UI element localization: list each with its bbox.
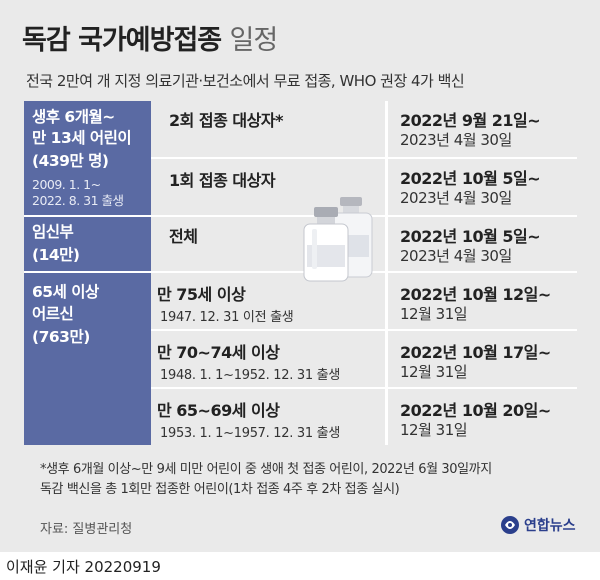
start-date: 2022년 10월 20일~: [400, 401, 551, 420]
group-seniors-name-1: 65세 이상: [32, 283, 99, 301]
group-children-range-2: 2022. 8. 31 출생: [32, 193, 124, 208]
footnote: *생후 6개월 이상~만 9세 미만 어린이 중 생애 첫 접종 어린이, 20…: [40, 460, 580, 500]
target-label: 2회 접종 대상자*: [169, 111, 283, 130]
group-column: [24, 101, 151, 445]
start-date: 2022년 10월 17일~: [400, 343, 551, 362]
start-date: 2022년 10월 5일~: [400, 169, 541, 188]
row-divider: [151, 157, 577, 159]
row-divider: [151, 329, 577, 331]
row-divider: [24, 215, 577, 217]
source: 자료: 질병관리청: [40, 522, 133, 537]
byline: 이재윤 기자 20220919: [6, 558, 161, 576]
group-pregnant-name: 임신부: [32, 223, 74, 241]
group-children-count: (439만 명): [32, 152, 109, 170]
page-title: 독감 국가예방접종 일정: [22, 18, 279, 57]
target-label: 만 70~74세 이상: [157, 343, 280, 362]
target-label: 전체: [169, 227, 198, 246]
title-bold: 독감 국가예방접종: [22, 25, 222, 56]
end-date: 2023년 4월 30일: [400, 131, 512, 149]
schedule-table: 생후 6개월~ 만 13세 어린이 (439만 명) 2009. 1. 1~ 2…: [24, 101, 577, 445]
group-children-range-1: 2009. 1. 1~: [32, 177, 101, 192]
end-date: 12월 31일: [400, 421, 468, 439]
column-divider: [385, 101, 388, 445]
start-date: 2022년 10월 5일~: [400, 227, 541, 246]
row-divider: [24, 271, 577, 273]
target-birth-range: 1953. 1. 1~1957. 12. 31 출생: [160, 426, 340, 441]
group-seniors-count: (763만): [32, 328, 90, 346]
logo-text: 연합뉴스: [524, 518, 576, 534]
target-label: 1회 접종 대상자: [169, 171, 276, 190]
target-label: 만 65~69세 이상: [157, 401, 280, 420]
target-birth-range: 1948. 1. 1~1952. 12. 31 출생: [160, 368, 340, 383]
publisher-logo: 연합뉴스: [500, 514, 576, 536]
row-divider: [151, 387, 577, 389]
end-date: 12월 31일: [400, 363, 468, 381]
start-date: 2022년 10월 12일~: [400, 285, 551, 304]
end-date: 2023년 4월 30일: [400, 189, 512, 207]
start-date: 2022년 9월 21일~: [400, 111, 541, 130]
vaccine-vials-icon: [303, 197, 373, 282]
yonhap-logo-icon: [501, 516, 519, 534]
footnote-line-2: 독감 백신을 총 1회만 접종한 어린이(1차 접종 4주 후 2차 접종 실시…: [40, 482, 400, 497]
group-children-name-1: 생후 6개월~: [32, 108, 115, 126]
footnote-line-1: *생후 6개월 이상~만 9세 미만 어린이 중 생애 첫 접종 어린이, 20…: [40, 462, 492, 477]
group-pregnant-count: (14만): [32, 246, 80, 264]
target-birth-range: 1947. 12. 31 이전 출생: [160, 310, 294, 325]
end-date: 12월 31일: [400, 305, 468, 323]
target-label: 만 75세 이상: [157, 285, 246, 304]
subtitle: 전국 2만여 개 지정 의료기관·보건소에서 무료 접종, WHO 권장 4가 …: [26, 72, 465, 90]
end-date: 2023년 4월 30일: [400, 247, 512, 265]
title-light: 일정: [229, 25, 279, 56]
group-seniors-name-2: 어르신: [32, 305, 74, 323]
infographic-card: 독감 국가예방접종 일정 전국 2만여 개 지정 의료기관·보건소에서 무료 접…: [0, 0, 600, 552]
group-children-name-2: 만 13세 어린이: [32, 129, 132, 147]
